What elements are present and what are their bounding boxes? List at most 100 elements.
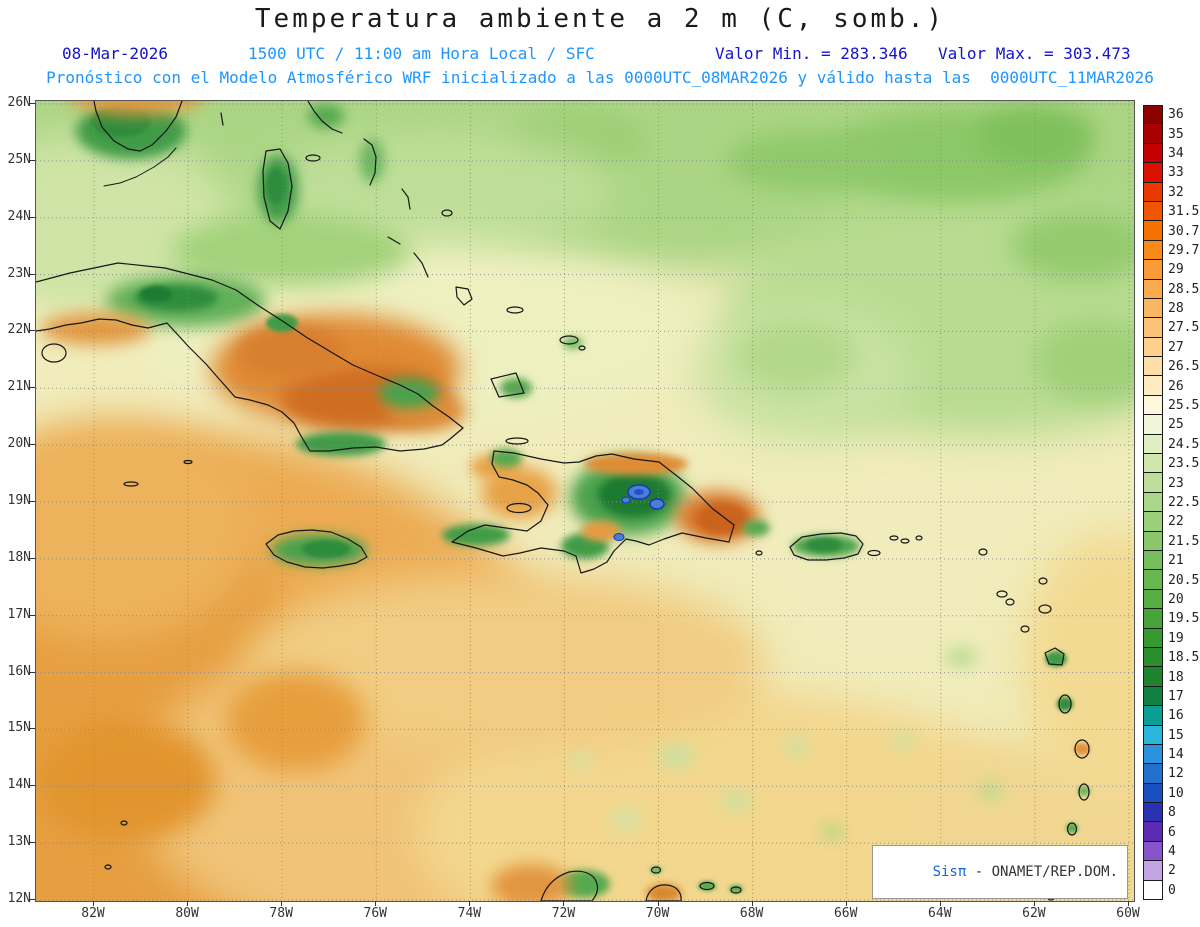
lat-axis-label: 24N (7, 208, 31, 224)
lon-tick (845, 901, 847, 906)
colorbar-value: 17 (1168, 688, 1184, 704)
colorbar-swatch (1143, 609, 1163, 629)
colorbar-stop: 29.7 (1143, 240, 1200, 261)
colorbar-value: 8 (1168, 805, 1176, 821)
colorbar-stop: 27 (1143, 337, 1199, 358)
colorbar-swatch (1143, 725, 1163, 745)
colorbar-stop: 17 (1143, 686, 1199, 707)
coast-san-andres (104, 864, 112, 870)
coast-guadeloupe (1044, 647, 1065, 666)
colorbar-value: 21 (1168, 553, 1184, 569)
colorbar-stop: 28.5 (1143, 279, 1200, 299)
coast-montserrat (1020, 625, 1030, 633)
coast-curacao (699, 881, 715, 891)
colorbar-value: 31.5 (1168, 204, 1200, 220)
colorbar-stop: 15 (1143, 725, 1199, 745)
coast-vieques (867, 549, 881, 557)
colorbar-swatch (1143, 376, 1163, 396)
lat-tick (29, 898, 35, 900)
coast-abaco (307, 101, 343, 134)
colorbar-stop: 20.5 (1143, 570, 1200, 590)
coast-martinique (1074, 739, 1090, 759)
coast-bimini (220, 112, 224, 126)
lon-tick (657, 901, 659, 906)
colorbar-value: 28.5 (1168, 281, 1200, 297)
colorbar-value: 20.5 (1168, 572, 1200, 588)
colorbar-swatch (1143, 628, 1163, 648)
lat-tick (29, 444, 35, 446)
colorbar-value: 29.7 (1168, 242, 1200, 258)
colorbar-swatch (1143, 647, 1163, 668)
colorbar-stop: 34 (1143, 143, 1199, 164)
colorbar-stop: 28 (1143, 298, 1199, 319)
colorbar-stop: 29 (1143, 260, 1199, 280)
colorbar-swatch (1143, 803, 1163, 823)
lat-axis-label: 12N (7, 890, 31, 906)
colorbar-stop: 8 (1143, 803, 1199, 823)
attribution-org: - ONAMET/REP.DOM. (966, 864, 1118, 880)
lat-axis-label: 26N (7, 95, 31, 110)
lat-axis-label: 14N (7, 777, 31, 793)
colorbar-stop: 20 (1143, 589, 1199, 610)
colorbar-value: 21.5 (1168, 533, 1200, 549)
colorbar-value: 18 (1168, 669, 1184, 685)
coast-florida (93, 101, 183, 152)
colorbar-value: 10 (1168, 785, 1184, 801)
coast-hispaniola (451, 450, 735, 574)
colorbar-stop: 33 (1143, 163, 1199, 183)
value-min: Valor Min. = 283.346 (715, 44, 908, 63)
value-max: Valor Max. = 303.473 (938, 44, 1131, 63)
colorbar-swatch (1143, 492, 1163, 513)
colorbar-stop: 23.5 (1143, 454, 1200, 474)
colorbar-swatch (1143, 337, 1163, 358)
colorbar-stop: 21.5 (1143, 531, 1200, 551)
coast-nevis (1005, 598, 1015, 606)
lon-tick (1127, 901, 1129, 906)
colorbar-value: 22 (1168, 514, 1184, 530)
lat-tick (29, 785, 35, 787)
colorbar-swatch (1143, 124, 1163, 144)
lon-axis-label: 70W (645, 906, 670, 921)
colorbar-value: 6 (1168, 824, 1176, 840)
temperature-colorbar: 36 35 34 33 32 31.5 30.7 29.7 29 28.5 28 27.5 27 26.5… (1143, 105, 1200, 901)
temperature-field (36, 101, 1134, 901)
colorbar-stop: 26.5 (1143, 357, 1199, 377)
colorbar-value: 24.5 (1168, 436, 1200, 452)
lon-axis-label: 64W (928, 906, 952, 921)
lon-axis-label: 60W (1116, 906, 1140, 921)
colorbar-value: 16 (1168, 708, 1184, 724)
lat-tick (29, 159, 35, 161)
cold-spots (613, 484, 665, 541)
lat-axis-label: 25N (7, 151, 31, 167)
coast-antigua (1038, 604, 1052, 614)
coast-guajira (540, 870, 599, 901)
lon-tick (1033, 901, 1035, 906)
colorbar-stop: 22 (1143, 512, 1199, 532)
colorbar-swatch (1143, 570, 1163, 590)
colorbar-swatch (1143, 744, 1163, 765)
colorbar-swatch (1143, 318, 1163, 338)
lat-axis-label: 13N (7, 834, 31, 850)
lat-tick (29, 671, 35, 673)
colorbar-stop: 18.5 (1143, 647, 1200, 668)
colorbar-swatch (1143, 473, 1163, 493)
colorbar-stop: 21 (1143, 550, 1199, 571)
lon-tick (563, 901, 565, 906)
colorbar-swatch (1143, 221, 1163, 241)
lat-axis-label: 22N (7, 322, 31, 338)
colorbar-value: 25.5 (1168, 398, 1200, 414)
colorbar-swatch (1143, 861, 1163, 881)
lat-axis-label: 21N (7, 379, 31, 395)
colorbar-value: 23.5 (1168, 456, 1200, 472)
colorbar-stop: 4 (1143, 841, 1199, 862)
colorbar-swatch (1143, 706, 1163, 726)
colorbar-value: 18.5 (1168, 650, 1200, 666)
coast-providencia (120, 820, 128, 826)
colorbar-value: 19 (1168, 630, 1184, 646)
lat-axis-label: 20N (7, 436, 31, 452)
colorbar-swatch (1143, 880, 1163, 901)
coast-virgin-1 (889, 535, 899, 541)
lat-axis-label: 16N (7, 663, 31, 679)
coast-paraguana (645, 884, 682, 901)
